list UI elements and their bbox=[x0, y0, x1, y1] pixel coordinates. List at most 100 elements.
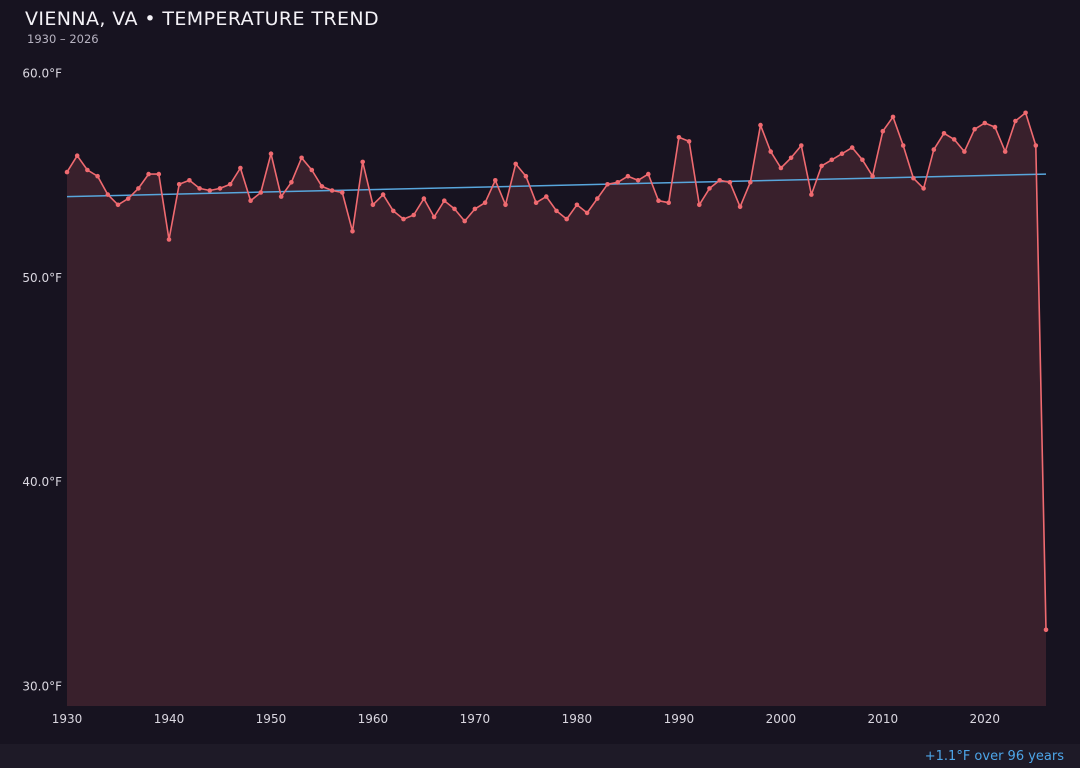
data-point bbox=[656, 198, 661, 203]
footer-bar: +1.1°F over 96 years bbox=[0, 744, 1080, 768]
data-point bbox=[289, 180, 294, 185]
data-point bbox=[880, 128, 886, 134]
data-point bbox=[462, 218, 468, 224]
data-point bbox=[921, 186, 926, 191]
data-point bbox=[360, 159, 366, 165]
data-point bbox=[401, 216, 406, 222]
data-point bbox=[788, 155, 794, 161]
data-point bbox=[350, 229, 355, 234]
data-point bbox=[1002, 149, 1008, 154]
data-point bbox=[493, 178, 498, 183]
data-point bbox=[544, 194, 549, 199]
data-point bbox=[238, 165, 243, 171]
data-point bbox=[554, 208, 559, 214]
trend-line bbox=[66, 173, 1047, 198]
data-point bbox=[197, 186, 202, 191]
data-point bbox=[992, 124, 998, 130]
data-point bbox=[146, 171, 151, 177]
data-point bbox=[1013, 118, 1018, 124]
data-point bbox=[370, 202, 376, 208]
data-point bbox=[105, 192, 111, 197]
data-point bbox=[85, 167, 90, 173]
data-point bbox=[625, 173, 631, 179]
data-point bbox=[697, 202, 702, 208]
data-point bbox=[391, 208, 396, 214]
y-tick-label: 40.0°F bbox=[22, 475, 62, 489]
data-point bbox=[962, 149, 967, 154]
data-point bbox=[380, 192, 386, 197]
data-point bbox=[931, 147, 937, 152]
data-point bbox=[584, 210, 590, 216]
data-point bbox=[1033, 143, 1039, 148]
data-point bbox=[248, 198, 253, 203]
data-point bbox=[727, 180, 733, 185]
data-point bbox=[860, 157, 865, 163]
data-point bbox=[176, 182, 182, 187]
data-point bbox=[156, 171, 162, 177]
data-point bbox=[207, 188, 213, 193]
data-point bbox=[421, 196, 427, 201]
data-point bbox=[166, 237, 172, 242]
data-point bbox=[442, 198, 447, 203]
data-point bbox=[411, 212, 417, 218]
data-point bbox=[951, 137, 957, 142]
data-point bbox=[839, 151, 845, 156]
data-point bbox=[646, 171, 651, 177]
data-point bbox=[615, 180, 620, 185]
data-point bbox=[452, 206, 457, 212]
data-point bbox=[319, 184, 325, 189]
data-point bbox=[900, 143, 906, 148]
trend-summary-label: +1.1°F over 96 years bbox=[924, 748, 1064, 764]
data-point bbox=[340, 190, 345, 195]
data-point bbox=[268, 151, 274, 156]
data-point bbox=[64, 169, 70, 175]
data-point bbox=[503, 202, 508, 208]
x-tick-label: 1960 bbox=[358, 712, 389, 726]
data-point bbox=[217, 186, 223, 191]
data-point bbox=[513, 161, 518, 167]
data-point bbox=[666, 200, 671, 205]
data-point bbox=[1043, 627, 1049, 633]
x-tick-label: 2010 bbox=[868, 712, 899, 726]
data-point bbox=[809, 192, 814, 197]
data-point bbox=[849, 145, 855, 150]
data-point bbox=[595, 196, 600, 201]
x-tick-label: 2000 bbox=[766, 712, 797, 726]
date-range-subtitle: 1930 – 2026 bbox=[27, 32, 99, 46]
data-point bbox=[941, 131, 947, 136]
data-point bbox=[431, 214, 437, 220]
data-point bbox=[299, 155, 304, 161]
data-point bbox=[870, 173, 875, 179]
data-point bbox=[707, 186, 712, 191]
data-point bbox=[605, 182, 610, 187]
x-tick-label: 1980 bbox=[562, 712, 593, 726]
data-point bbox=[676, 135, 682, 140]
data-point bbox=[829, 157, 835, 163]
x-tick-label: 1990 bbox=[664, 712, 695, 726]
data-point bbox=[227, 182, 233, 187]
data-point bbox=[758, 122, 763, 128]
x-tick-label: 1970 bbox=[460, 712, 491, 726]
data-point bbox=[278, 194, 284, 199]
data-point bbox=[748, 180, 753, 185]
data-point bbox=[799, 143, 804, 148]
data-point bbox=[1023, 110, 1028, 116]
x-tick-label: 1940 bbox=[154, 712, 185, 726]
data-point bbox=[911, 175, 916, 181]
data-point bbox=[472, 206, 478, 212]
data-point bbox=[982, 120, 988, 126]
data-point bbox=[136, 186, 141, 191]
y-tick-label: 50.0°F bbox=[22, 271, 62, 285]
data-point bbox=[482, 200, 488, 205]
data-point bbox=[115, 202, 121, 208]
data-point bbox=[564, 216, 569, 222]
data-point bbox=[533, 200, 539, 205]
data-point bbox=[187, 178, 192, 183]
data-point bbox=[523, 173, 529, 179]
x-tick-label: 2020 bbox=[970, 712, 1001, 726]
data-point bbox=[768, 149, 773, 154]
page-title: VIENNA, VA • TEMPERATURE TREND bbox=[25, 8, 380, 30]
